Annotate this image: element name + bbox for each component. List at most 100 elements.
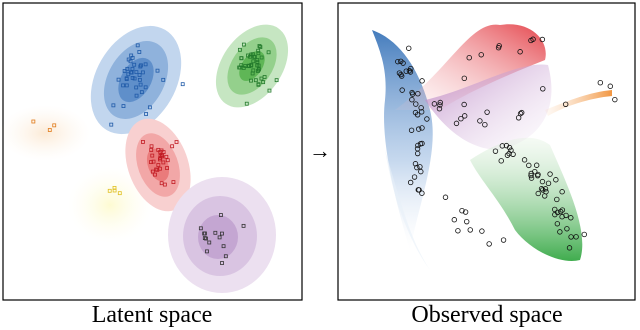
sample-point [132, 76, 137, 81]
sample-point [484, 109, 490, 115]
sample-point [137, 77, 142, 82]
sample-point [256, 67, 261, 72]
sample-point [204, 236, 208, 241]
sample-point [134, 93, 139, 98]
sample-point [143, 85, 148, 90]
sample-point [461, 113, 468, 119]
sample-point [158, 157, 162, 162]
sample-point [526, 162, 532, 169]
sample-point [568, 215, 574, 221]
sample-point [495, 45, 502, 51]
sample-point [418, 109, 425, 115]
sample-point [256, 82, 261, 87]
sample-point [153, 172, 157, 177]
sample-point [477, 118, 483, 124]
sample-point [140, 70, 145, 75]
sample-point [418, 105, 424, 111]
latent-points [31, 42, 279, 265]
sample-point [412, 161, 419, 167]
sample-point [164, 154, 169, 159]
blue-manifold [372, 30, 433, 250]
sample-point [419, 190, 425, 196]
sample-point [459, 208, 465, 214]
sample-point [52, 123, 57, 128]
sample-point [528, 175, 535, 181]
sample-point [137, 73, 142, 77]
sample-point [568, 234, 574, 240]
sample-point [180, 82, 185, 87]
latent-caption: Latent space [92, 302, 213, 328]
sample-point [559, 189, 565, 195]
sample-point [249, 52, 254, 57]
sample-point [500, 237, 507, 243]
sample-point [415, 91, 421, 97]
yellow-cluster [68, 167, 152, 243]
orange-cluster [0, 105, 90, 161]
sample-point [416, 126, 422, 132]
sample-point [564, 226, 570, 232]
sample-point [462, 209, 469, 215]
sample-point [409, 97, 415, 103]
sample-point [515, 115, 522, 121]
sample-point [165, 158, 170, 163]
sample-point [539, 36, 546, 43]
sample-point [554, 221, 561, 227]
sample-point [566, 245, 573, 251]
sample-point [237, 65, 242, 70]
sample-point [128, 70, 133, 75]
sample-point [413, 101, 419, 107]
sample-point [126, 72, 131, 77]
sample-point [219, 213, 223, 217]
sample-point [455, 228, 461, 234]
sample-point [461, 101, 467, 108]
sample-point [573, 234, 579, 240]
sample-point [478, 52, 484, 58]
sample-point [258, 45, 263, 49]
sample-point [256, 51, 261, 56]
sample-point [156, 147, 161, 152]
sample-point [451, 217, 458, 223]
sample-point [492, 148, 499, 154]
sample-point [124, 77, 129, 81]
sample-point [255, 63, 260, 68]
observed-caption: Observed space [411, 302, 562, 328]
sample-point [137, 50, 142, 54]
sample-point [597, 79, 604, 86]
sample-point [261, 80, 266, 85]
sample-point [244, 101, 249, 106]
sample-point [252, 54, 256, 59]
sample-point [220, 231, 224, 236]
red-manifold [395, 24, 546, 110]
sample-point [257, 44, 262, 48]
sample-point [540, 86, 546, 92]
sample-point [139, 90, 144, 95]
sample-point [414, 150, 421, 157]
sample-point [417, 141, 424, 147]
purple-manifold [425, 64, 552, 150]
sample-point [547, 171, 553, 177]
sample-point [213, 230, 218, 235]
sample-point [408, 127, 415, 133]
sample-point [540, 187, 546, 193]
sample-point [109, 122, 114, 127]
sample-point [466, 55, 472, 61]
sample-point [406, 45, 412, 51]
sample-point [251, 68, 256, 73]
sample-point [554, 196, 560, 203]
sample-point [161, 77, 166, 82]
sample-point [521, 157, 528, 163]
sample-point [256, 48, 261, 53]
sample-point [134, 85, 139, 90]
sample-point [504, 152, 511, 158]
sample-point [143, 62, 148, 67]
sample-point [437, 102, 443, 108]
sample-point [132, 62, 137, 67]
sample-point [415, 187, 422, 193]
sample-point [239, 56, 244, 61]
sample-point [436, 106, 443, 112]
sample-point [528, 37, 534, 44]
sample-point [205, 249, 209, 254]
sample-point [31, 119, 36, 124]
sample-point [532, 168, 538, 175]
sample-point [125, 66, 130, 71]
